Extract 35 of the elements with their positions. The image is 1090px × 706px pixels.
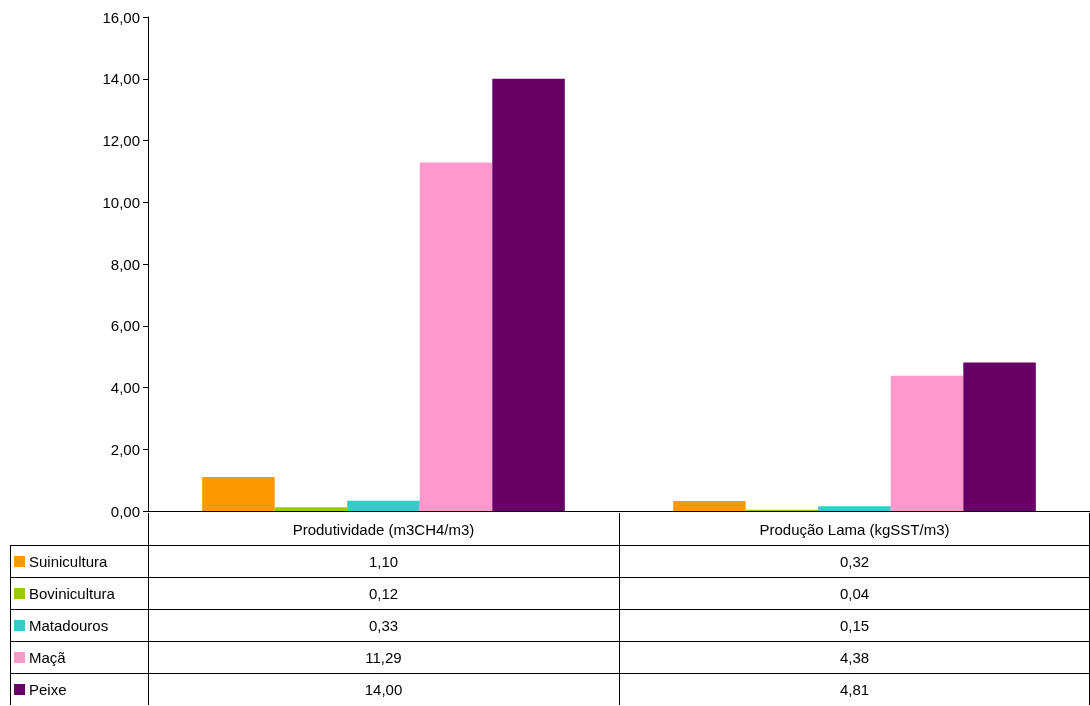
y-tick-label: 0,00 [110, 502, 140, 520]
x-tick-label: Produção Lama (kgSST/m3) [758, 519, 951, 540]
x-tick-label: Produtividade (m3CH4/m3) [291, 519, 476, 540]
y-tick-label: 14,00 [102, 70, 140, 88]
bar [202, 477, 275, 511]
data-label: 0,12 [367, 583, 400, 604]
y-tick-label: 12,00 [102, 132, 140, 149]
data-label: 11,29 [364, 647, 403, 668]
data-label: 0,15 [838, 615, 871, 636]
data-label: 4,38 [838, 647, 871, 668]
y-tick-label: 16,00 [102, 8, 140, 26]
legend-label: Suinicultura [29, 552, 108, 570]
legend-label: Matadouros [29, 616, 109, 634]
bar [274, 507, 348, 511]
legend-label: Peixe [29, 680, 67, 698]
y-tick-label: 8,00 [110, 255, 140, 273]
y-tick-label: 4,00 [110, 379, 140, 396]
bar [818, 506, 891, 511]
data-label: 4,81 [838, 679, 871, 700]
bar [419, 162, 493, 511]
bar [890, 375, 964, 511]
bar [492, 78, 565, 511]
bar [673, 501, 746, 511]
data-label: 0,32 [838, 551, 871, 572]
y-tick-label: 10,00 [102, 193, 140, 211]
legend-label: Maçã [29, 648, 66, 666]
data-label: 0,04 [838, 583, 871, 604]
data-label: 1,10 [367, 551, 400, 572]
y-tick-label: 6,00 [110, 317, 140, 335]
legend-label: Bovinicultura [29, 584, 115, 602]
data-label: 14,00 [363, 679, 404, 700]
data-label: 0,33 [367, 615, 400, 636]
y-tick-label: 2,00 [110, 440, 140, 458]
bar [963, 362, 1036, 511]
bar [347, 500, 420, 511]
